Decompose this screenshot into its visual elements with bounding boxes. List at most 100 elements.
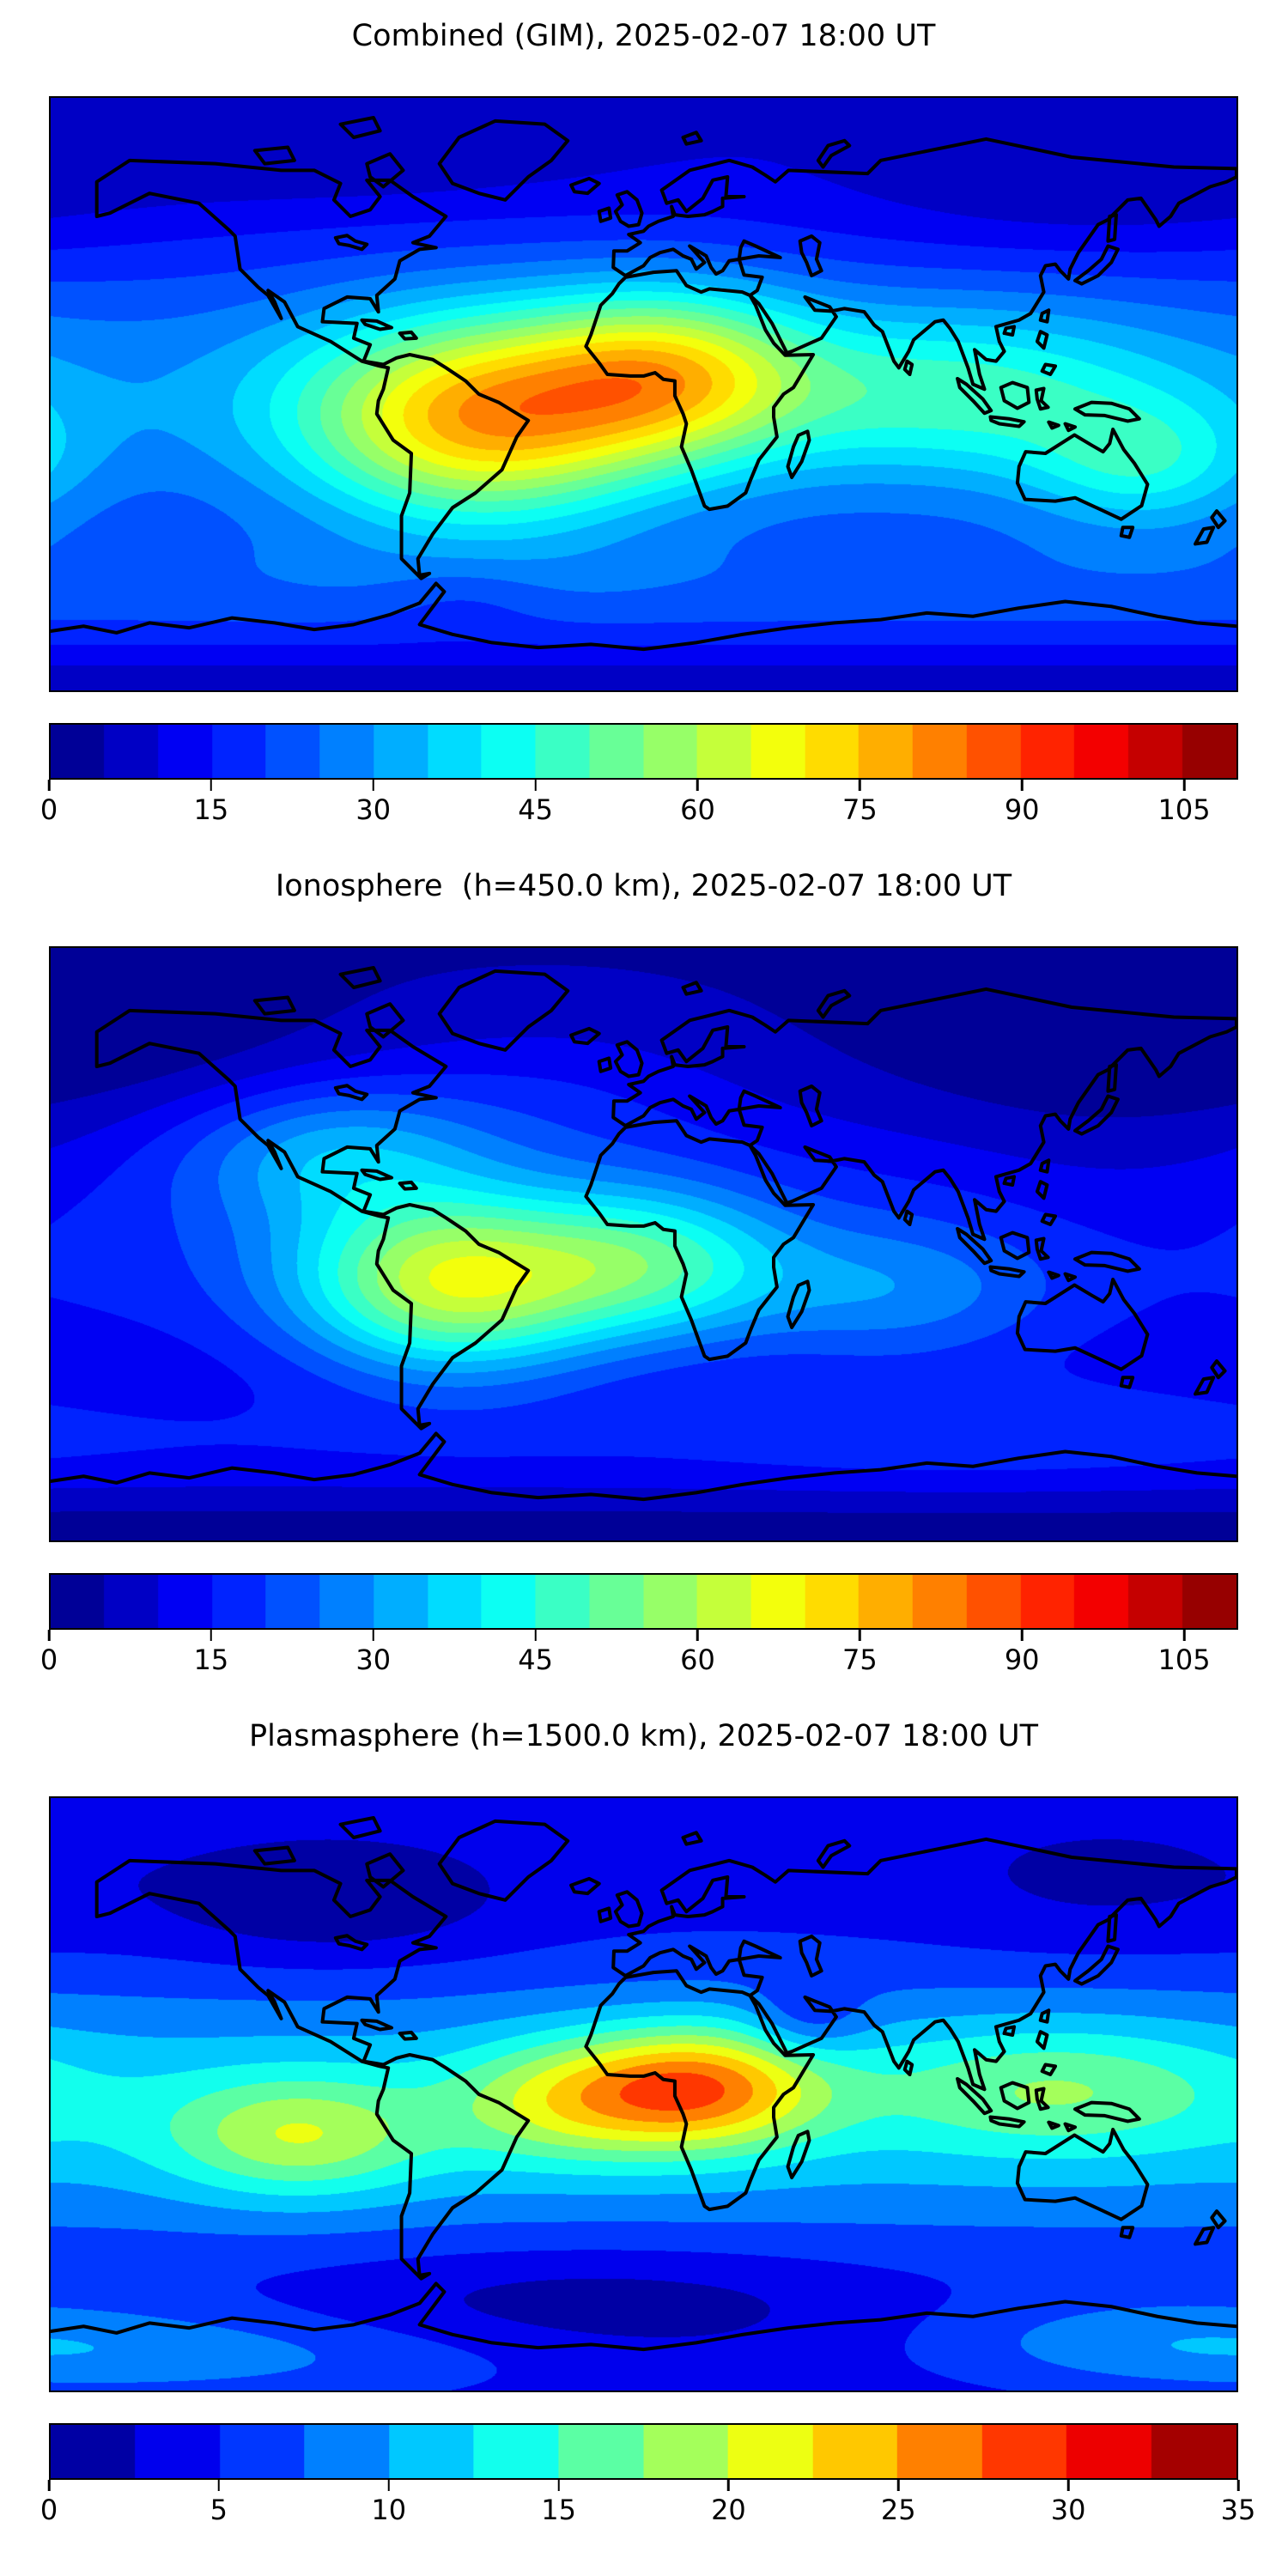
coastline-path [613, 1890, 644, 1929]
coastline-path [988, 415, 1026, 428]
coastline-path [816, 138, 852, 169]
panel-combined-gim: Combined (GIM), 2025-02-07 18:00 UT 0 15 3… [40, 15, 1238, 831]
coastline-path [902, 1209, 914, 1227]
coastline-path [1194, 1376, 1216, 1396]
coastline-path [338, 115, 382, 140]
colorbar-tick-mark [727, 2480, 730, 2491]
coastline-path [1002, 1175, 1017, 1188]
colorbar-tick-mark [696, 780, 699, 791]
coastline-path [1038, 2008, 1051, 2024]
coastline-path [1047, 1270, 1060, 1280]
colorbar-tick-mark [210, 780, 213, 791]
coastline-path [51, 1431, 1236, 1502]
coastline-path [613, 1040, 644, 1078]
colorbar-tick-mark [1066, 2480, 1070, 2491]
coastline-path [1038, 308, 1051, 324]
coastline-path [1035, 330, 1049, 350]
colorbar-tick-label: 30 [1050, 2494, 1086, 2526]
coastline-path [1015, 428, 1150, 521]
coastline-path [1210, 509, 1227, 530]
coastline-path [597, 206, 613, 223]
coastline-overlay [51, 115, 1236, 652]
coastline-path [584, 1837, 1236, 2212]
coastline-path [988, 2115, 1026, 2129]
coastline-path [398, 1180, 418, 1191]
colorbar-tick-mark [372, 1630, 374, 1641]
coastline-path [902, 2059, 914, 2077]
coastline-path [360, 2018, 394, 2032]
colorbar-tick-mark [1182, 780, 1186, 791]
coastline-path [333, 1084, 369, 1102]
colorbar-tick-label: 0 [39, 793, 58, 826]
coastline-path [1038, 1158, 1051, 1174]
colorbar-tick-label: 90 [1004, 1643, 1040, 1676]
coastline-path [1073, 1250, 1141, 1273]
coastline-path [398, 330, 418, 341]
coastline-path [681, 1831, 703, 1846]
colorbar-tick-label: 5 [210, 2494, 228, 2526]
colorbar-tick-label: 75 [841, 793, 878, 826]
colorbar-tick-label: 20 [711, 2494, 746, 2526]
coastline-path [1040, 2063, 1058, 2077]
coastline-path [1119, 1376, 1135, 1389]
coastline-path [1035, 1180, 1049, 1200]
coastline-path [252, 1845, 296, 1866]
coastline-path [988, 1265, 1026, 1279]
colorbar-canvas-combined [51, 725, 1236, 778]
colorbar-tick-label: 105 [1157, 1643, 1211, 1676]
coastline-path [597, 1056, 613, 1073]
tec-field-canvas-ionosphere [51, 948, 1236, 1540]
coastline-path [1063, 1272, 1078, 1283]
coastline-path [956, 2076, 993, 2116]
colorbar-tick-label: 35 [1220, 2494, 1256, 2526]
tec-field-canvas-plasmasphere [51, 1798, 1236, 2391]
coastline-overlay [51, 965, 1236, 1502]
coastline-path [1106, 1913, 1118, 1943]
colorbar-tick-mark [859, 1630, 861, 1641]
colorbar-tick-mark [897, 2480, 900, 2491]
coastline-path [1047, 420, 1060, 430]
colorbar-tick-label: 30 [355, 793, 392, 826]
coastline-path [798, 1084, 823, 1128]
colorbar-ionosphere [49, 1573, 1238, 1630]
colorbar-tick-mark [47, 1630, 51, 1641]
colorbar-tick-mark [1020, 780, 1024, 791]
colorbar-tick-mark [557, 2480, 560, 2491]
colorbar-canvas-ionosphere [51, 1575, 1236, 1628]
coastline-path [252, 995, 296, 1016]
coastline-path [1073, 400, 1141, 423]
coastline-path [1040, 1212, 1058, 1227]
tec-field-canvas-combined [51, 98, 1236, 690]
coastline-path [1035, 2030, 1049, 2050]
coastline-path [1063, 2122, 1078, 2133]
map-title-plasmasphere: Plasmasphere (h=1500.0 km), 2025-02-07 1… [248, 1719, 1039, 1753]
coastline-path [1210, 1359, 1227, 1380]
colorbar-combined [49, 723, 1238, 780]
coastline-path [437, 118, 570, 202]
coastline-path [902, 359, 914, 377]
coastline-path [956, 376, 993, 416]
world-map-ionosphere [49, 946, 1238, 1542]
coastline-path [1119, 2226, 1135, 2239]
coastline-path [1040, 362, 1058, 377]
colorbar-canvas-plasmasphere [51, 2425, 1236, 2478]
colorbar-tick-mark [372, 780, 374, 791]
colorbar-tick-label: 75 [841, 1643, 878, 1676]
coastline-path [338, 965, 382, 990]
coastline-path [816, 988, 852, 1019]
coastline-path [786, 1279, 811, 1329]
map-title-combined: Combined (GIM), 2025-02-07 18:00 UT [351, 19, 936, 53]
colorbar-tick-label: 90 [1004, 793, 1040, 826]
colorbar-tick-mark [859, 780, 861, 791]
coastline-path [798, 234, 823, 278]
coastline-path [51, 2281, 1236, 2352]
map-title-ionosphere: Ionosphere (h=450.0 km), 2025-02-07 18:0… [275, 869, 1012, 903]
colorbar-tick-label: 15 [193, 1643, 229, 1676]
coastline-path [999, 1230, 1031, 1261]
coastline-path [360, 318, 394, 331]
coastline-path [437, 1819, 570, 1902]
coastline-path [1210, 2209, 1227, 2230]
coastline-path [94, 1008, 531, 1431]
coastline-path [1073, 1944, 1120, 1986]
